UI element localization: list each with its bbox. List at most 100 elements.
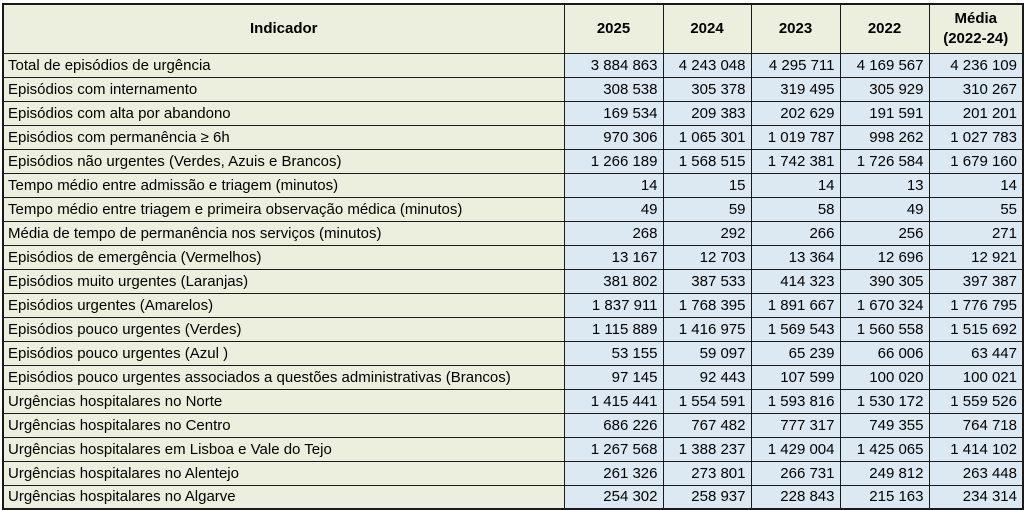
value-cell: 201 201 bbox=[928, 100, 1024, 126]
column-header-label: 2024 bbox=[690, 19, 724, 37]
header-row: Indicador 2025 2024 2023 2022 Média (2022-24) bbox=[2, 3, 1024, 54]
value-cell: 53 155 bbox=[563, 340, 664, 366]
row-label-cell: Episódios pouco urgentes associados a qu… bbox=[2, 364, 565, 390]
table-row: Tempo médio entre admissão e triagem (mi… bbox=[2, 172, 1024, 198]
table-row: Episódios de emergência (Vermelhos) 13 16… bbox=[2, 244, 1024, 270]
value-cell: 258 937 bbox=[662, 484, 752, 510]
row-label-cell: Episódios muito urgentes (Laranjas) bbox=[2, 268, 565, 294]
value-cell: 100 020 bbox=[839, 364, 930, 390]
value-cell: 1 429 004 bbox=[750, 436, 841, 462]
value-cell: 764 718 bbox=[928, 412, 1024, 438]
value-cell: 1 065 301 bbox=[662, 124, 752, 150]
value-cell: 1 776 795 bbox=[928, 292, 1024, 318]
value-cell: 209 383 bbox=[662, 100, 752, 126]
value-cell: 998 262 bbox=[839, 124, 930, 150]
row-label-cell: Episódios com internamento bbox=[2, 76, 565, 102]
value-cell: 1 425 065 bbox=[839, 436, 930, 462]
value-cell: 308 538 bbox=[563, 76, 664, 102]
column-header-label: Média bbox=[954, 9, 997, 27]
value-cell: 1 115 889 bbox=[563, 316, 664, 342]
value-cell: 49 bbox=[563, 196, 664, 222]
value-cell: 310 267 bbox=[928, 76, 1024, 102]
table-row: Episódios não urgentes (Verdes, Azuis e … bbox=[2, 148, 1024, 174]
value-cell: 58 bbox=[750, 196, 841, 222]
value-cell: 66 006 bbox=[839, 340, 930, 366]
value-cell: 1 530 172 bbox=[839, 388, 930, 414]
value-cell: 1 670 324 bbox=[839, 292, 930, 318]
value-cell: 1 415 441 bbox=[563, 388, 664, 414]
table-row: Episódios com internamento 308 538 305 378… bbox=[2, 76, 1024, 102]
value-cell: 59 097 bbox=[662, 340, 752, 366]
value-cell: 4 243 048 bbox=[662, 52, 752, 78]
value-cell: 254 302 bbox=[563, 484, 664, 510]
value-cell: 12 921 bbox=[928, 244, 1024, 270]
row-label-cell: Total de episódios de urgência bbox=[2, 52, 565, 78]
row-label-cell: Urgências hospitalares no Centro bbox=[2, 412, 565, 438]
value-cell: 92 443 bbox=[662, 364, 752, 390]
value-cell: 12 696 bbox=[839, 244, 930, 270]
value-cell: 13 167 bbox=[563, 244, 664, 270]
value-cell: 319 495 bbox=[750, 76, 841, 102]
value-cell: 65 239 bbox=[750, 340, 841, 366]
value-cell: 49 bbox=[839, 196, 930, 222]
value-cell: 1 019 787 bbox=[750, 124, 841, 150]
value-cell: 381 802 bbox=[563, 268, 664, 294]
value-cell: 390 305 bbox=[839, 268, 930, 294]
value-cell: 14 bbox=[750, 172, 841, 198]
row-label-cell: Episódios de emergência (Vermelhos) bbox=[2, 244, 565, 270]
value-cell: 767 482 bbox=[662, 412, 752, 438]
column-header: 2023 bbox=[750, 3, 841, 54]
value-cell: 107 599 bbox=[750, 364, 841, 390]
value-cell: 271 bbox=[928, 220, 1024, 246]
value-cell: 13 bbox=[839, 172, 930, 198]
value-cell: 100 021 bbox=[928, 364, 1024, 390]
value-cell: 305 378 bbox=[662, 76, 752, 102]
value-cell: 1 768 395 bbox=[662, 292, 752, 318]
value-cell: 1 742 381 bbox=[750, 148, 841, 174]
value-cell: 1 560 558 bbox=[839, 316, 930, 342]
row-label-cell: Episódios urgentes (Amarelos) bbox=[2, 292, 565, 318]
value-cell: 169 534 bbox=[563, 100, 664, 126]
table-row: Urgências hospitalares no Norte 1 415 441… bbox=[2, 388, 1024, 414]
value-cell: 273 801 bbox=[662, 460, 752, 486]
value-cell: 256 bbox=[839, 220, 930, 246]
value-cell: 3 884 863 bbox=[563, 52, 664, 78]
value-cell: 266 bbox=[750, 220, 841, 246]
value-cell: 13 364 bbox=[750, 244, 841, 270]
table-row: Urgências hospitalares no Algarve 254 302… bbox=[2, 484, 1024, 510]
value-cell: 749 355 bbox=[839, 412, 930, 438]
row-label-cell: Episódios pouco urgentes (Verdes) bbox=[2, 316, 565, 342]
value-cell: 234 314 bbox=[928, 484, 1024, 510]
value-cell: 97 145 bbox=[563, 364, 664, 390]
table-row: Urgências hospitalares no Alentejo 261 32… bbox=[2, 460, 1024, 486]
row-label-cell: Episódios pouco urgentes (Azul ) bbox=[2, 340, 565, 366]
table-row: Total de episódios de urgência 3 884 863 4… bbox=[2, 52, 1024, 78]
value-cell: 777 317 bbox=[750, 412, 841, 438]
table-row: Média de tempo de permanência nos serviç… bbox=[2, 220, 1024, 246]
table-row: Urgências hospitalares no Centro 686 226 7… bbox=[2, 412, 1024, 438]
value-cell: 1 027 783 bbox=[928, 124, 1024, 150]
value-cell: 414 323 bbox=[750, 268, 841, 294]
value-cell: 1 569 543 bbox=[750, 316, 841, 342]
column-header: 2025 bbox=[563, 3, 664, 54]
value-cell: 1 414 102 bbox=[928, 436, 1024, 462]
row-label-cell: Urgências hospitalares no Alentejo bbox=[2, 460, 565, 486]
table-row: Episódios pouco urgentes associados a qu… bbox=[2, 364, 1024, 390]
row-label-cell: Urgências hospitalares no Algarve bbox=[2, 484, 565, 510]
value-cell: 686 226 bbox=[563, 412, 664, 438]
column-header-label: 2023 bbox=[778, 19, 813, 37]
table-row: Episódios pouco urgentes (Verdes) 1 115 8… bbox=[2, 316, 1024, 342]
value-cell: 1 593 816 bbox=[750, 388, 841, 414]
value-cell: 1 267 568 bbox=[563, 436, 664, 462]
value-cell: 1 388 237 bbox=[662, 436, 752, 462]
column-header-label: Indicador bbox=[249, 19, 318, 37]
table-row: Episódios urgentes (Amarelos) 1 837 911 1 … bbox=[2, 292, 1024, 318]
value-cell: 1 515 692 bbox=[928, 316, 1024, 342]
value-cell: 4 236 109 bbox=[928, 52, 1024, 78]
value-cell: 191 591 bbox=[839, 100, 930, 126]
row-label-cell: Urgências hospitalares no Norte bbox=[2, 388, 565, 414]
value-cell: 1 266 189 bbox=[563, 148, 664, 174]
column-header: 2022 bbox=[839, 3, 930, 54]
value-cell: 292 bbox=[662, 220, 752, 246]
value-cell: 305 929 bbox=[839, 76, 930, 102]
